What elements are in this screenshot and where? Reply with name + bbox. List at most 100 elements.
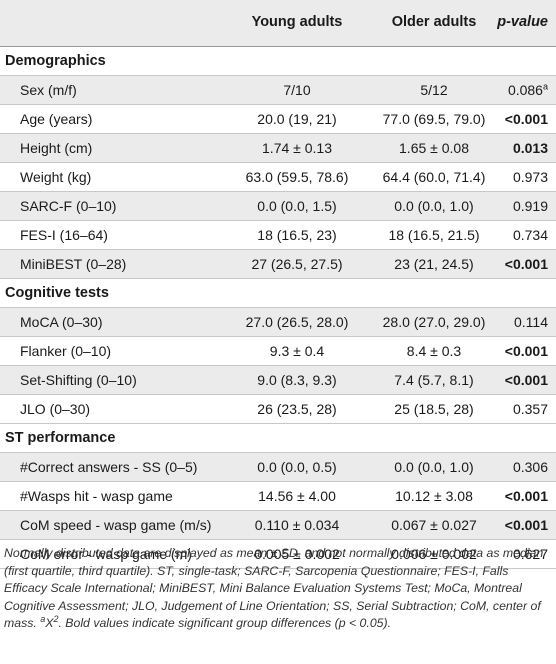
older-adults-value: 8.4 ± 0.3 <box>406 343 462 359</box>
young-adults-value: 9.3 ± 0.4 <box>269 343 325 359</box>
table-row: MoCA (0–30) 27.0 (26.5, 28.0) 28.0 (27.0, … <box>0 308 556 337</box>
table-footnote: Normally distributed data are displayed … <box>4 545 552 633</box>
p-value: 0.306 <box>513 459 548 475</box>
p-value-text: 0.013 <box>512 140 548 156</box>
p-value-text: 0.086 <box>507 82 543 98</box>
section-row: ST performance <box>0 424 556 453</box>
footnote-text: Normally distributed data are displayed … <box>4 546 544 630</box>
p-value-text: <0.001 <box>504 372 548 388</box>
row-label: Height (cm) <box>20 140 93 156</box>
row-label: Weight (kg) <box>20 169 92 185</box>
p-value-text: <0.001 <box>504 343 548 359</box>
older-adults-value: 0.006 ± 0.002 <box>391 546 477 562</box>
p-value-text: <0.001 <box>504 256 548 272</box>
older-adults-value: 0.0 (0.0, 1.0) <box>394 459 474 475</box>
p-value: 0.086a <box>508 82 548 98</box>
p-value-text: <0.001 <box>504 488 548 504</box>
young-adults-value: 0.005 ± 0.002 <box>254 546 340 562</box>
table-row: Age (years) 20.0 (19, 21) 77.0 (69.5, 79.0… <box>0 105 556 134</box>
p-value: 0.627 <box>513 546 548 562</box>
row-label: Flanker (0–10) <box>20 343 112 359</box>
p-value-text: 0.734 <box>512 227 548 243</box>
young-adults-value: 0.0 (0.0, 1.5) <box>257 198 337 214</box>
table-row: Flanker (0–10) 9.3 ± 0.4 8.4 ± 0.3 <0.001 <box>0 337 556 366</box>
footnote-chi: X <box>45 616 54 630</box>
table-row: CoM error - wasp game (m) 0.005 ± 0.002 0.… <box>0 540 556 569</box>
older-adults-value: 18 (16.5, 21.5) <box>388 227 480 243</box>
older-adults-value: 10.12 ± 3.08 <box>395 488 473 504</box>
section-row: Cognitive tests <box>0 279 556 308</box>
row-label: MiniBEST (0–28) <box>20 256 127 272</box>
row-label: CoM speed - wasp game (m/s) <box>20 517 212 533</box>
p-value-text: 0.357 <box>512 401 548 417</box>
young-adults-value: 0.0 (0.0, 0.5) <box>257 459 337 475</box>
young-adults-value: 27.0 (26.5, 28.0) <box>245 314 349 330</box>
p-value: 0.919 <box>513 198 548 214</box>
young-adults-value: 9.0 (8.3, 9.3) <box>257 372 337 388</box>
p-value: <0.001 <box>505 488 548 504</box>
table-row: SARC-F (0–10) 0.0 (0.0, 1.5) 0.0 (0.0, 1.0… <box>0 192 556 221</box>
row-label: CoM error - wasp game (m) <box>20 546 192 562</box>
older-adults-value: 0.067 ± 0.027 <box>391 517 477 533</box>
table-row: Weight (kg) 63.0 (59.5, 78.6) 64.4 (60.0, … <box>0 163 556 192</box>
row-label: #Wasps hit - wasp game <box>20 488 173 504</box>
p-value: 0.734 <box>513 227 548 243</box>
older-adults-value: 5/12 <box>420 82 448 98</box>
p-value-text: 0.973 <box>512 169 548 185</box>
young-adults-value: 26 (23.5, 28) <box>257 401 337 417</box>
table-row: #Correct answers - SS (0–5) 0.0 (0.0, 0.5… <box>0 453 556 482</box>
p-value: 0.013 <box>513 140 548 156</box>
p-value-text: 0.114 <box>514 314 548 330</box>
section-label: Cognitive tests <box>5 285 109 301</box>
older-adults-value: 28.0 (27.0, 29.0) <box>382 314 486 330</box>
young-adults-value: 63.0 (59.5, 78.6) <box>245 169 349 185</box>
p-value: 0.973 <box>513 169 548 185</box>
row-label: #Correct answers - SS (0–5) <box>20 459 198 475</box>
table-row: #Wasps hit - wasp game 14.56 ± 4.00 10.12 … <box>0 482 556 511</box>
table-row: Set-Shifting (0–10) 9.0 (8.3, 9.3) 7.4 (5.… <box>0 366 556 395</box>
table-row: MiniBEST (0–28) 27 (26.5, 27.5) 23 (21, 24… <box>0 250 556 279</box>
p-value-text: <0.001 <box>504 517 548 533</box>
young-adults-value: 1.74 ± 0.13 <box>262 140 332 156</box>
row-label: SARC-F (0–10) <box>20 198 117 214</box>
table-row: CoM speed - wasp game (m/s) 0.110 ± 0.034… <box>0 511 556 540</box>
row-label: JLO (0–30) <box>20 401 91 417</box>
young-adults-value: 27 (26.5, 27.5) <box>251 256 343 272</box>
header-older-adults: Older adults <box>391 14 477 30</box>
p-value-text: 0.306 <box>512 459 548 475</box>
older-adults-value: 77.0 (69.5, 79.0) <box>382 111 486 127</box>
footnote-sup-a: a <box>40 613 46 624</box>
older-adults-value: 64.4 (60.0, 71.4) <box>382 169 486 185</box>
row-label: MoCA (0–30) <box>20 314 103 330</box>
footnote-chi-sup: 2 <box>53 613 59 624</box>
footnote-tail: . Bold values indicate significant group… <box>58 616 392 630</box>
p-value-superscript: a <box>542 81 548 92</box>
table-row: FES-I (16–64) 18 (16.5, 23) 18 (16.5, 21.5… <box>0 221 556 250</box>
p-value: 0.357 <box>513 401 548 417</box>
p-value: <0.001 <box>505 111 548 127</box>
young-adults-value: 7/10 <box>283 82 311 98</box>
p-value: <0.001 <box>505 256 548 272</box>
p-value: <0.001 <box>505 517 548 533</box>
p-value-text: 0.919 <box>512 198 548 214</box>
table-row: Height (cm) 1.74 ± 0.13 1.65 ± 0.08 0.013 <box>0 134 556 163</box>
p-value: 0.114 <box>514 314 548 330</box>
table-row: Sex (m/f) 7/10 5/12 0.086a <box>0 76 556 105</box>
table-row: JLO (0–30) 26 (23.5, 28) 25 (18.5, 28) 0.35… <box>0 395 556 424</box>
row-label: Age (years) <box>20 111 93 127</box>
p-value: <0.001 <box>505 372 548 388</box>
section-label: Demographics <box>5 53 106 69</box>
young-adults-value: 14.56 ± 4.00 <box>258 488 336 504</box>
header-p-value: p-value <box>497 14 548 30</box>
older-adults-value: 0.0 (0.0, 1.0) <box>394 198 474 214</box>
section-label: ST performance <box>5 430 116 446</box>
older-adults-value: 25 (18.5, 28) <box>394 401 474 417</box>
young-adults-value: 20.0 (19, 21) <box>257 111 337 127</box>
young-adults-value: 18 (16.5, 23) <box>257 227 337 243</box>
table-header: Young adults Older adults p-value <box>0 0 556 47</box>
row-label: Set-Shifting (0–10) <box>20 372 137 388</box>
section-row: Demographics <box>0 47 556 76</box>
p-value-text: 0.627 <box>512 546 548 562</box>
p-value: <0.001 <box>505 343 548 359</box>
older-adults-value: 23 (21, 24.5) <box>394 256 474 272</box>
